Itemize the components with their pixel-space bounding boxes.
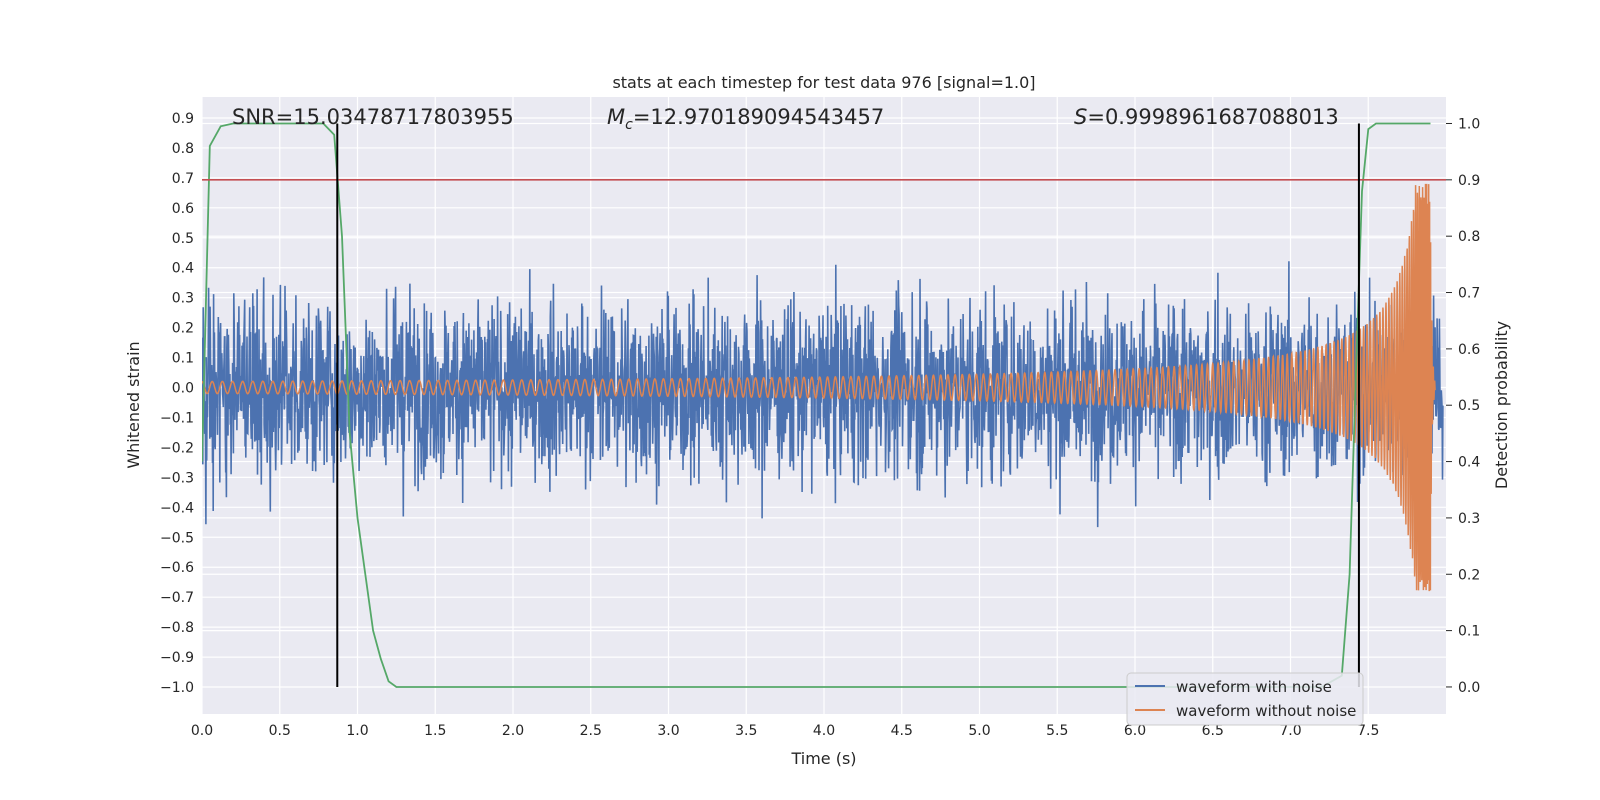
reference-lines [202,123,1446,687]
legend-box [1126,672,1364,726]
x-tick-label: 3.5 [735,723,757,739]
y-right-tick-label: 0.9 [1458,173,1480,189]
y-right-tick-label: 0.6 [1458,342,1480,358]
legend: waveform with noise waveform without noi… [1126,672,1364,726]
y-tick-label: 0.3 [172,291,194,307]
legend-label-clean: waveform without noise [1176,702,1356,720]
y-tick-label: 0.9 [172,111,194,127]
y-right-tick-label: 0.7 [1458,286,1480,302]
series-line-detection-probability [202,122,1431,688]
y-tick-label: −0.5 [160,530,194,546]
y-tick-label: 0.4 [172,261,194,277]
x-tick-label: 4.0 [813,723,835,739]
x-tick-label: 2.0 [502,723,524,739]
y-right-tick-label: 0.5 [1458,398,1480,414]
y-tick-label: −0.7 [160,590,194,606]
x-tick-label: 7.5 [1357,723,1379,739]
y-tick-label: −0.1 [160,410,194,426]
x-tick-label: 4.5 [891,723,913,739]
y-tick-label: 0.1 [172,351,194,367]
y-right-tick-label: 0.8 [1458,229,1480,245]
y-axis-label: Whitened strain [124,341,143,468]
mc-symbol: M [607,105,625,129]
x-tick-label: 7.0 [1279,723,1301,739]
y-tick-label: −0.4 [160,500,194,516]
y-tick-label: −0.8 [160,620,194,636]
s-symbol: S [1074,105,1087,129]
y-right-tick-label: 0.4 [1458,455,1480,471]
y-tick-label: 0.0 [172,381,194,397]
x-tick-label: 5.0 [968,723,990,739]
y-tick-label: 0.2 [172,321,194,337]
y-tick-label: 0.5 [172,231,194,247]
x-tick-label: 2.5 [580,723,602,739]
mc-subscript: c [625,117,633,133]
x-tick-label: 0.5 [269,723,291,739]
y-tick-label: −0.9 [160,650,194,666]
y-tick-label: 0.6 [172,201,194,217]
y-tick-label: 0.8 [172,141,194,157]
axes: 0.0 0.5 1.0 1.5 2.0 2.5 3.0 3.5 4.0 4.5 5.0 5.5 6.0 6… [160,111,1480,739]
chirp-mass-annotation: Mc=12.970189094543457 [607,105,884,133]
series-layer [202,122,1444,688]
x-axis-label: Time (s) [790,749,856,768]
mc-value: =12.970189094543457 [633,105,884,129]
x-tick-label: 6.0 [1124,723,1146,739]
y-right-tick-label: 0.3 [1458,511,1480,527]
series-line-with-noise [202,261,1444,528]
series-line-without-noise [202,183,1436,592]
y-tick-label: 0.7 [172,171,194,187]
y-tick-label: −0.3 [160,470,194,486]
y-tick-label: −0.2 [160,440,194,456]
detection-statistic-annotation: S=0.9998961687088013 [1074,105,1339,129]
x-tick-label: 1.0 [346,723,368,739]
chart-title: stats at each timestep for test data 976… [612,73,1035,92]
y-right-tick-label: 0.1 [1458,624,1480,640]
y-tick-label: −1.0 [160,680,194,696]
s-value: =0.9998961687088013 [1087,105,1338,129]
x-tick-label: 0.0 [191,723,213,739]
snr-annotation: SNR=15.03478717803955 [232,105,514,129]
x-tick-label: 1.5 [424,723,446,739]
y-right-axis-label: Detection probability [1492,321,1511,489]
y-right-tick-label: 0.0 [1458,680,1480,696]
x-tick-label: 6.5 [1202,723,1224,739]
y-right-tick-label: 1.0 [1458,116,1480,132]
y-tick-label: −0.6 [160,560,194,576]
x-tick-label: 5.5 [1046,723,1068,739]
y-right-tick-label: 0.2 [1458,567,1480,583]
x-tick-label: 3.0 [657,723,679,739]
legend-label-noise: waveform with noise [1176,678,1332,696]
